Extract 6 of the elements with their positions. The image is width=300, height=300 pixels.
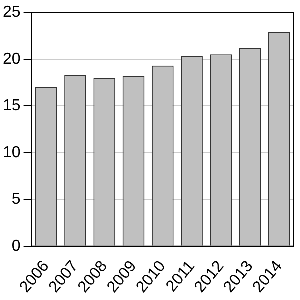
y-tick-label: 0 <box>12 238 21 255</box>
y-tick-label: 5 <box>12 191 21 208</box>
y-tick-label: 25 <box>3 4 21 22</box>
y-tick-label: 20 <box>3 50 21 68</box>
y-tick-label: 15 <box>3 98 21 115</box>
y-tick-label: 10 <box>3 144 21 162</box>
